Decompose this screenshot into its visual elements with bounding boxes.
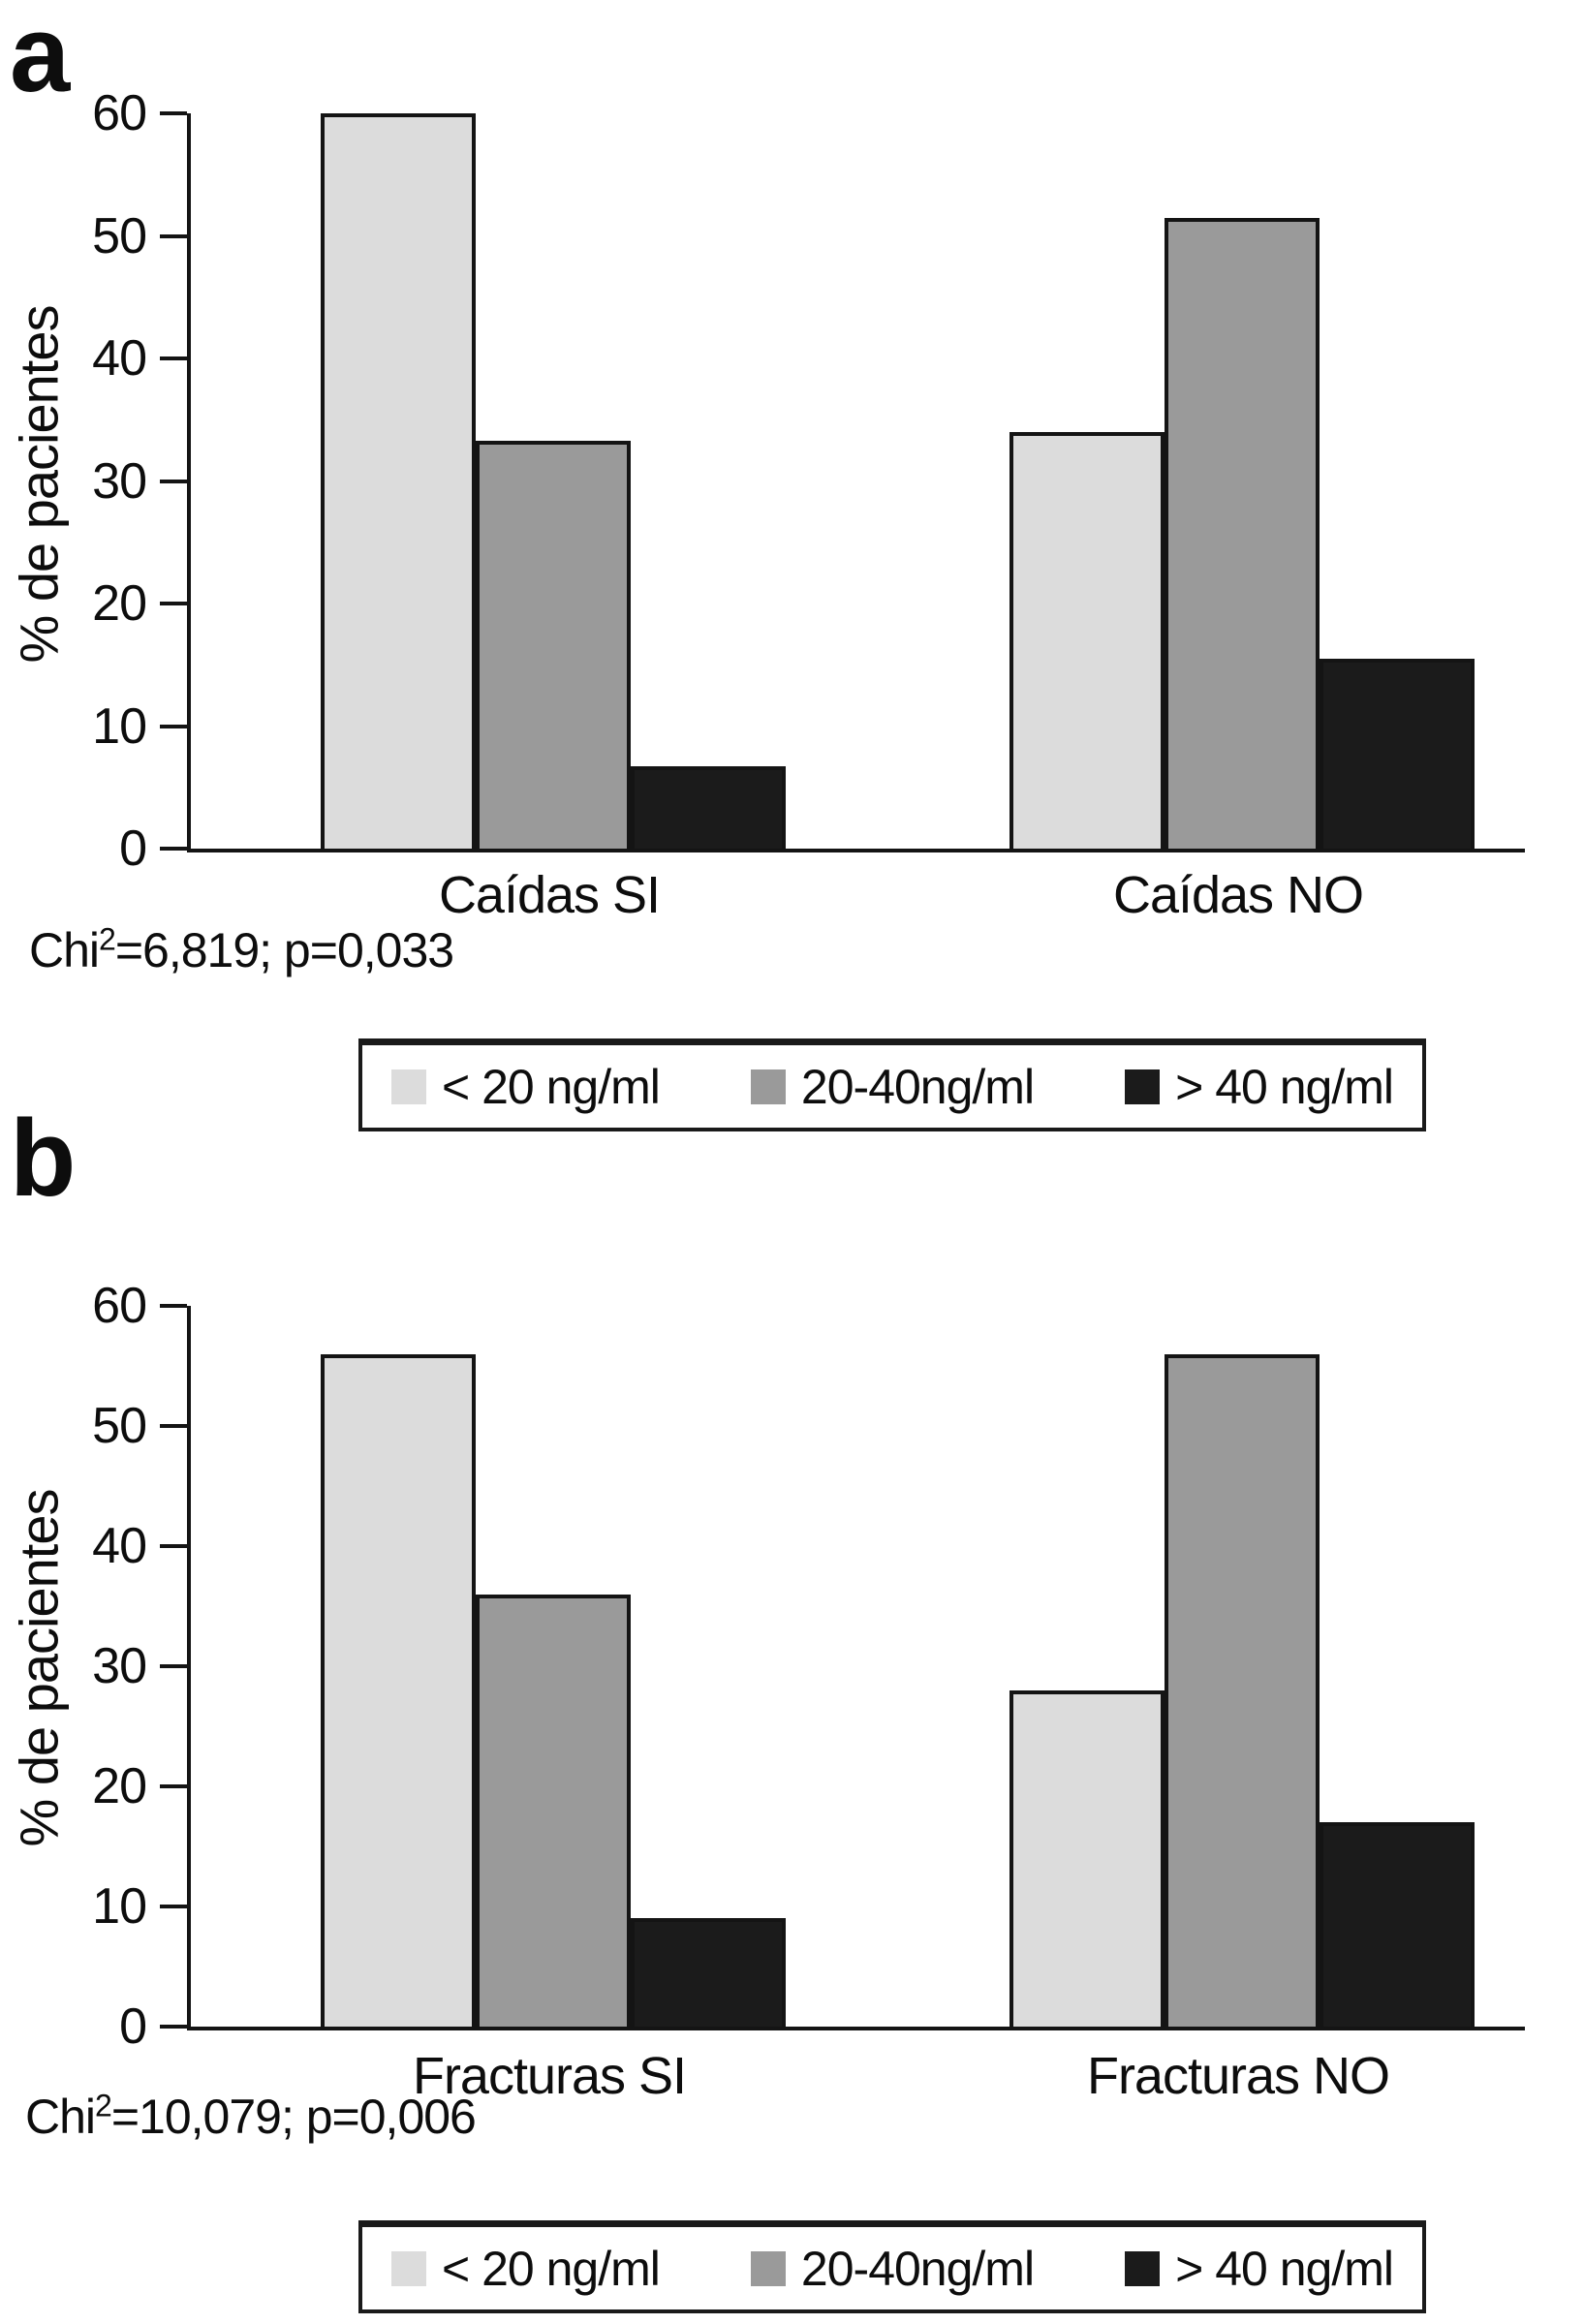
stat-base-b: Chi	[25, 2090, 96, 2144]
stat-sup-a: 2	[99, 921, 116, 957]
tick-label: 30	[92, 1638, 147, 1694]
tick-label: 20	[92, 575, 147, 632]
tick-mark	[160, 1544, 187, 1548]
tick-mark	[160, 1664, 187, 1668]
tick-mark	[160, 724, 187, 728]
legend-swatch-lt20	[391, 1069, 426, 1104]
legend-label: < 20 ng/ml	[442, 2241, 661, 2296]
bar-fracturas-si-0	[321, 1353, 476, 2027]
legend-swatch-20-40	[750, 1069, 786, 1104]
legend-item: 20-40ng/ml	[750, 2241, 1035, 2297]
tick-label: 0	[119, 821, 147, 877]
tick-label: 40	[92, 1518, 147, 1574]
bar-caídas-no-2	[1320, 658, 1475, 849]
plot-area-a: 60 50 40 30 20 10 0	[92, 85, 1525, 877]
legend-label: 20-40ng/ml	[800, 2241, 1035, 2296]
legend-item: < 20 ng/ml	[391, 2241, 661, 2297]
legend-a: < 20 ng/ml 20-40ng/ml > 40 ng/ml	[358, 1038, 1426, 1131]
tick-mark	[160, 1784, 187, 1788]
panel-b-letter: b	[10, 1098, 76, 1219]
bar-fracturas-no-2	[1320, 1822, 1475, 2027]
stat-annotation-a: Chi2=6,819; p=0,033	[29, 921, 454, 978]
tick-mark	[160, 1905, 187, 1908]
tick-mark	[160, 847, 187, 851]
bar-fracturas-no-1	[1165, 1353, 1320, 2027]
stat-rest-b: =10,079; p=0,006	[110, 2090, 477, 2144]
tick-mark	[160, 2025, 187, 2029]
category-label-caidas-si: Caídas SI	[438, 866, 661, 924]
tick-label: 30	[92, 452, 147, 510]
legend-item: 20-40ng/ml	[750, 1059, 1035, 1115]
tick-mark	[160, 233, 187, 238]
y-axis-title-a: % de pacientes	[8, 305, 70, 664]
legend-swatch-gt40	[1125, 2250, 1161, 2286]
legend-label: 20-40ng/ml	[800, 1059, 1035, 1114]
bar-caídas-no-1	[1165, 217, 1320, 849]
stat-rest-a: =6,819; p=0,033	[114, 923, 454, 977]
legend-item: < 20 ng/ml	[391, 1059, 661, 1115]
tick-label: 60	[92, 1278, 147, 1334]
bar-fracturas-si-1	[476, 1594, 631, 2027]
tick-label: 20	[92, 1758, 147, 1814]
category-label-fracturas-si: Fracturas SI	[412, 2047, 687, 2105]
legend-swatch-lt20	[391, 2250, 426, 2286]
tick-label: 60	[92, 85, 147, 141]
legend-label: > 40 ng/ml	[1175, 2241, 1394, 2296]
tick-mark	[160, 1424, 187, 1428]
tick-label: 0	[119, 1999, 147, 2055]
y-axis-title-b: % de pacientes	[8, 1489, 70, 1847]
legend-label: < 20 ng/ml	[442, 1059, 661, 1114]
tick-label: 10	[92, 1878, 147, 1935]
category-label-fracturas-no: Fracturas NO	[1086, 2047, 1390, 2105]
stat-sup-b: 2	[95, 2088, 112, 2123]
category-label-caidas-no: Caídas NO	[1112, 866, 1364, 924]
tick-mark	[160, 1304, 187, 1308]
legend-swatch-gt40	[1125, 1069, 1161, 1104]
bar-caídas-no-0	[1009, 431, 1165, 849]
bar-fracturas-no-0	[1009, 1689, 1165, 2027]
tick-mark	[160, 602, 187, 605]
tick-label: 40	[92, 330, 147, 387]
bar-caídas-si-2	[631, 766, 786, 849]
tick-mark	[160, 479, 187, 483]
tick-mark	[160, 111, 187, 115]
bar-caídas-si-1	[476, 440, 631, 849]
bar-caídas-si-0	[321, 113, 476, 849]
stat-base-a: Chi	[29, 923, 100, 977]
tick-mark	[160, 356, 187, 360]
plot-area-b: 60 50 40 30 20 10 0	[92, 1278, 1525, 2055]
legend-item: > 40 ng/ml	[1125, 1059, 1394, 1115]
bar-fracturas-si-2	[631, 1918, 786, 2027]
legend-b: < 20 ng/ml 20-40ng/ml > 40 ng/ml	[358, 2220, 1426, 2313]
legend-label: > 40 ng/ml	[1175, 1059, 1394, 1114]
tick-label: 10	[92, 697, 147, 755]
stat-annotation-b: Chi2=10,079; p=0,006	[25, 2088, 477, 2145]
panel-a-letter: a	[10, 0, 70, 114]
legend-swatch-20-40	[750, 2250, 786, 2286]
legend-item: > 40 ng/ml	[1125, 2241, 1394, 2297]
tick-label: 50	[92, 207, 147, 264]
tick-label: 50	[92, 1398, 147, 1454]
